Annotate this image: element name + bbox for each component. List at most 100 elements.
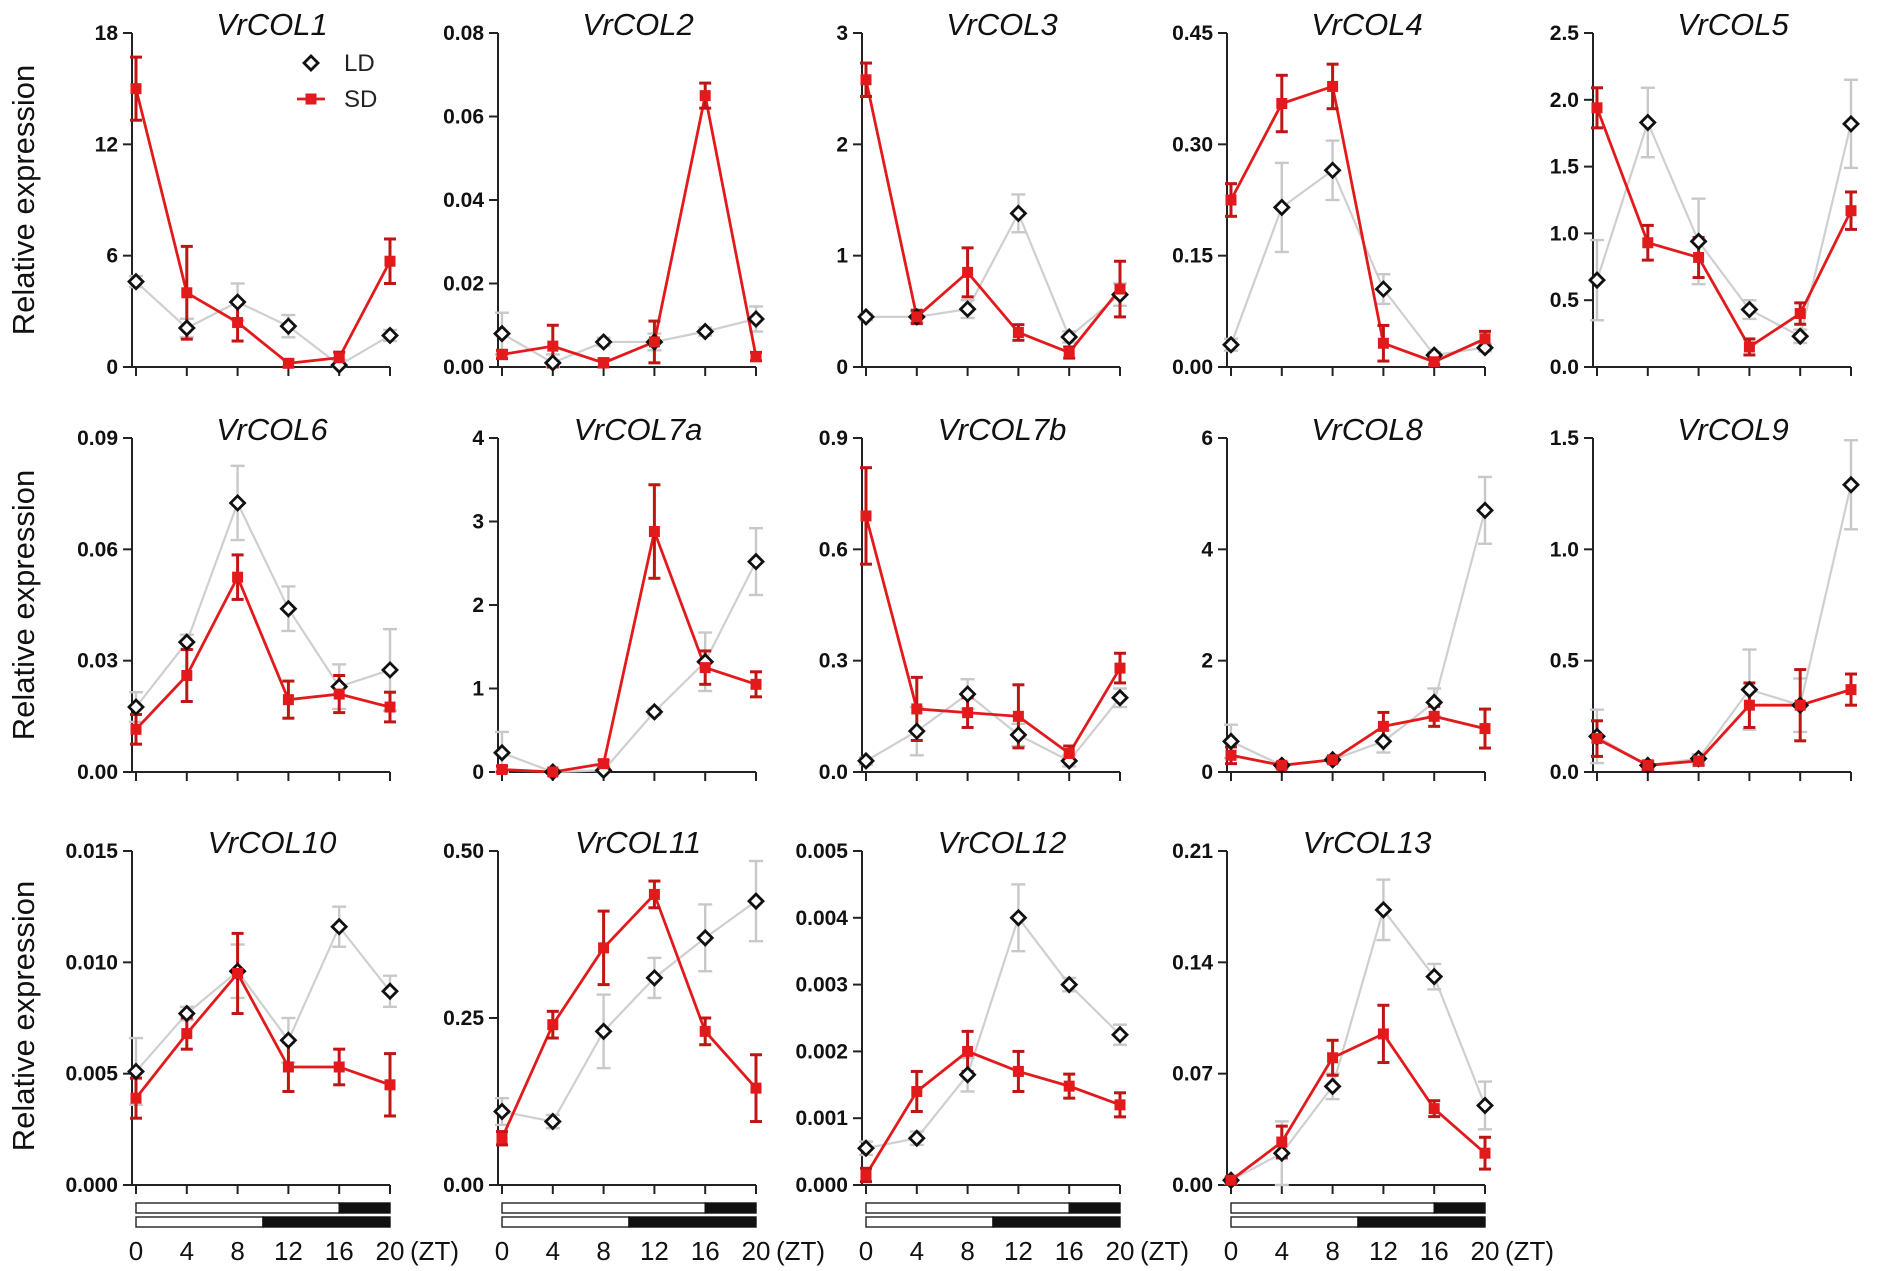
- y-tick-label: 0.02: [443, 273, 484, 296]
- data-point-SD: [1377, 1028, 1389, 1040]
- chart-panel-VrCOL12: VrCOL12 0.000 0.001 0.002 0.003 0.004 0.005: [795, 825, 1129, 1197]
- series-line-LD: [1230, 510, 1487, 767]
- data-point-LD: [857, 307, 875, 326]
- series-line-SD: [864, 515, 1122, 756]
- data-point-LD: [1791, 327, 1810, 346]
- data-point-SD: [1428, 710, 1440, 722]
- data-point-SD: [598, 758, 610, 770]
- data-point-SD: [333, 688, 345, 700]
- series-line-LD: [501, 900, 757, 1123]
- data-point-LD: [1009, 204, 1028, 223]
- data-point-LD: [493, 1102, 511, 1121]
- data-point-LD: [1425, 693, 1444, 712]
- series-line-LD: [866, 210, 1121, 339]
- y-tick-label: 4: [472, 427, 484, 450]
- data-point-LD: [330, 917, 349, 936]
- panel-title: VrCOL1: [216, 7, 327, 42]
- data-point-SD: [1063, 1080, 1075, 1092]
- chart-panel-VrCOL10: VrCOL10 0.000 0.005 0.010 0.015: [65, 825, 399, 1197]
- panel-title: VrCOL2: [582, 7, 693, 42]
- data-point-LD: [857, 751, 875, 770]
- x-tick-label: 20: [376, 1236, 405, 1266]
- data-point-SD: [1479, 723, 1491, 735]
- data-point-SD: [1693, 251, 1705, 263]
- data-point-SD: [130, 723, 142, 735]
- y-tick-label: 0.001: [795, 1107, 848, 1130]
- x-tick-label: 0: [495, 1236, 509, 1266]
- y-tick-label: 0.06: [443, 106, 484, 129]
- data-point-LD: [1588, 271, 1606, 290]
- data-point-SD: [1845, 205, 1857, 217]
- chart-panel-VrCOL3: VrCOL3 0 1 2 3: [836, 7, 1129, 379]
- y-tick-label: 0.14: [1172, 951, 1213, 974]
- y-tick-label: 0.002: [795, 1040, 848, 1063]
- data-point-SD: [384, 255, 396, 267]
- data-point-LD: [958, 685, 977, 704]
- light-bar-LD: [135, 1202, 340, 1214]
- x-tick-label: 4: [1275, 1236, 1289, 1266]
- data-point-SD: [750, 1082, 762, 1094]
- y-tick-label: 0.003: [795, 974, 848, 997]
- data-point-SD: [1377, 337, 1389, 349]
- data-point-SD: [547, 1019, 559, 1031]
- x-tick-label: 12: [1004, 1236, 1033, 1266]
- data-point-LD: [1842, 475, 1860, 494]
- x-tick-label: 16: [691, 1236, 720, 1266]
- data-point-SD: [1693, 755, 1705, 767]
- data-point-SD: [1428, 356, 1440, 368]
- data-point-LD: [279, 317, 298, 336]
- data-point-SD: [333, 352, 345, 364]
- data-point-SD: [333, 1061, 345, 1073]
- data-point-SD: [1794, 699, 1806, 711]
- data-point-SD: [1479, 1147, 1491, 1159]
- data-point-SD: [1012, 326, 1024, 338]
- x-tick-label: 4: [910, 1236, 924, 1266]
- data-point-SD: [1327, 754, 1339, 766]
- light-bar-SD: [1230, 1216, 1359, 1228]
- data-point-LD: [1842, 114, 1860, 133]
- series-line-SD: [1229, 84, 1486, 364]
- y-tick-label: 2.5: [1550, 22, 1580, 45]
- series-line-SD: [134, 970, 391, 1100]
- data-point-LD: [857, 1139, 875, 1158]
- data-point-LD: [747, 310, 765, 328]
- data-point-LD: [696, 322, 715, 341]
- data-point-LD: [1060, 975, 1079, 994]
- x-tick-label: 12: [1369, 1236, 1398, 1266]
- series-line-SD: [864, 79, 1122, 355]
- series-line-SD: [1595, 107, 1853, 349]
- data-point-SD: [962, 707, 974, 719]
- data-point-SD: [1794, 308, 1806, 320]
- panel-title: VrCOL7a: [574, 412, 703, 447]
- series-line-SD: [134, 88, 392, 365]
- light-bar-SD: [501, 1216, 630, 1228]
- data-point-SD: [860, 1169, 872, 1181]
- data-point-SD: [496, 348, 508, 360]
- y-tick-label: 2: [1201, 650, 1213, 673]
- dark-bar-SD: [1357, 1216, 1486, 1228]
- y-tick-label: 0.50: [443, 840, 484, 863]
- x-tick-label: 12: [640, 1236, 669, 1266]
- x-axis-unit-label: (ZT): [776, 1236, 825, 1266]
- dark-bar-SD: [262, 1216, 391, 1228]
- series-line-LD: [1229, 168, 1486, 357]
- data-point-LD: [1009, 725, 1028, 744]
- x-axis-unit-label: (ZT): [1140, 1236, 1189, 1266]
- photoperiod-bars-1: 0 4 8 12 16 20 (ZT): [129, 1202, 459, 1266]
- data-point-SD: [598, 942, 610, 954]
- data-point-SD: [181, 670, 193, 682]
- legend-marker-LD: [302, 54, 320, 72]
- x-tick-label: 12: [274, 1236, 303, 1266]
- data-point-SD: [911, 703, 923, 715]
- data-point-LD: [543, 353, 562, 372]
- chart-panel-VrCOL9: VrCOL9 0.0 0.5 1.0 1.5: [1550, 412, 1860, 784]
- data-point-SD: [1327, 1052, 1339, 1064]
- y-tick-label: 1.0: [1550, 538, 1579, 561]
- data-point-SD: [1591, 733, 1603, 745]
- data-point-SD: [962, 266, 974, 278]
- x-axis-unit-label: (ZT): [1505, 1236, 1554, 1266]
- chart-panel-VrCOL8: VrCOL8 0 2 4 6: [1201, 412, 1494, 784]
- data-point-SD: [750, 678, 762, 690]
- data-point-SD: [1327, 80, 1339, 92]
